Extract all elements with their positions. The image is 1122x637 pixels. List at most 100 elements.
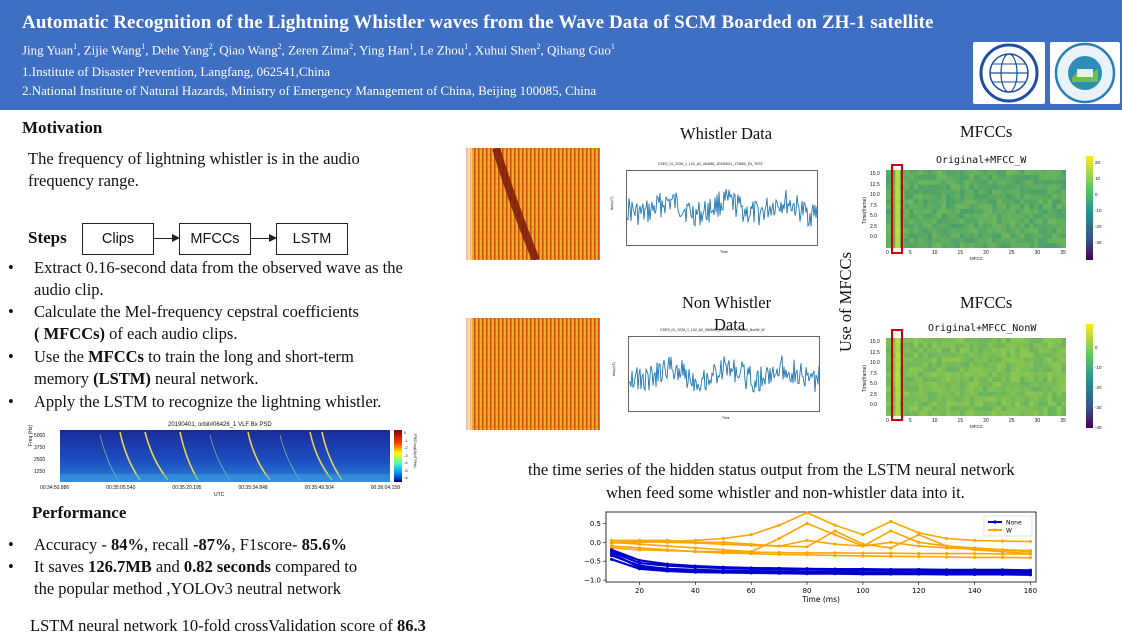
non-whistler-spectrogram (466, 318, 600, 430)
heatmap-cell (978, 367, 984, 373)
heatmap-cell (890, 367, 896, 373)
heatmap-cell (918, 362, 924, 368)
heatmap-cell (1056, 352, 1062, 358)
heatmap-cell (913, 362, 919, 368)
heatmap-cell (950, 184, 956, 190)
heatmap-cell (922, 218, 928, 224)
heatmap-cell (918, 238, 924, 244)
heatmap-cell (1024, 406, 1030, 412)
heatmap-cell (1056, 199, 1062, 205)
heatmap-cell (1029, 338, 1034, 344)
heatmap-cell (950, 386, 956, 392)
heatmap-cell (1010, 170, 1016, 176)
heatmap-cell (927, 377, 933, 383)
heatmap-cell (1038, 347, 1044, 353)
heatmap-cell (913, 204, 919, 210)
heatmap-cell (978, 218, 984, 224)
heatmap-cell (987, 209, 993, 215)
heatmap-cell (982, 338, 988, 344)
data-point-w (1000, 552, 1005, 556)
heatmap-cell (913, 174, 919, 181)
heatmap-cell (973, 213, 979, 220)
heatmap-cell (909, 352, 914, 358)
heatmap-cell (964, 357, 970, 363)
heatmap-cell (1015, 170, 1021, 176)
heatmap-cell (941, 362, 947, 368)
heatmap-cell (1056, 223, 1062, 229)
heatmap-cell (1042, 377, 1048, 383)
data-point-none (609, 548, 614, 552)
data-point-none (749, 566, 753, 570)
heatmap-cell (959, 199, 965, 205)
heatmap-cell (955, 194, 961, 200)
heatmap-cell (1047, 401, 1053, 407)
step-3-e: neural network. (150, 369, 259, 388)
heatmap-cell (1010, 238, 1016, 244)
heatmap1-title: Original+MFCC_W (936, 155, 1027, 166)
heatmap-cell (904, 362, 910, 368)
heatmap-cell (1015, 228, 1021, 234)
psd-cbar-tick: 0 (404, 430, 407, 435)
heatmap-cell (973, 233, 979, 239)
data-point-none (665, 568, 670, 572)
heatmap-cell (895, 184, 901, 190)
data-point-none (861, 567, 865, 571)
heatmap-cell (1019, 228, 1025, 234)
data-point-w (805, 538, 809, 542)
heatmap-cell (895, 243, 901, 248)
psd-ytick: 1250 (34, 469, 46, 475)
heatmap-cell (913, 347, 919, 353)
heatmap-cell (895, 377, 901, 383)
heatmap-cell (941, 377, 947, 383)
step-2-line-2: ( MFCCs) of each audio clips. (34, 323, 237, 345)
heatmap-cell (959, 209, 965, 215)
heatmap-cell (996, 213, 1002, 220)
heatmap-cell (1061, 342, 1066, 349)
heatmap-cell (1038, 213, 1044, 220)
heatmap-cell (932, 204, 938, 210)
heatmap-cell (950, 347, 956, 353)
heatmap-cell (1019, 243, 1025, 248)
heatmap-cell (982, 411, 988, 416)
heatmap-cell (969, 386, 974, 392)
heatmap-cell (1042, 391, 1048, 397)
heatmap-cell (955, 189, 961, 195)
heatmap-cell (1006, 194, 1011, 200)
heatmap-cell (1019, 184, 1025, 190)
mfcc-heatmap-non-whistler: Original+MFCC_NonW Time(frame) 15.0 12.5… (858, 320, 1108, 432)
heatmap-cell (1033, 347, 1039, 353)
heatmap-cell (895, 411, 901, 416)
heatmap-cell (890, 170, 896, 176)
heatmap-cell (890, 372, 896, 378)
heatmap-cell (1024, 199, 1030, 205)
heatmap-cell (1024, 347, 1030, 353)
psd-xtick: 00:35:05.540 (106, 485, 136, 491)
heatmap-cell (973, 401, 979, 407)
heatmap-cell (1029, 377, 1034, 383)
data-point-w (972, 552, 977, 556)
data-point-w (637, 548, 642, 552)
affiliation-2: 2.National Institute of Natural Hazards,… (22, 83, 597, 98)
heatmap-cell (1033, 377, 1039, 383)
heatmap-cell (1047, 243, 1053, 248)
heatmap-cell (895, 199, 901, 205)
heatmap-cell (950, 411, 956, 416)
heatmap-cell (886, 238, 891, 244)
heatmap-cell (1047, 367, 1053, 373)
heatmap-cell (1061, 372, 1066, 378)
heatmap-cell (922, 238, 928, 244)
series-line-none (611, 552, 1031, 576)
heatmap-cell (1056, 342, 1062, 349)
data-point-w (833, 553, 837, 558)
heatmap-cell (941, 357, 947, 363)
heatmap-cell (955, 347, 961, 353)
heatmap-cell (1038, 411, 1044, 416)
heatmap-cell (941, 401, 947, 407)
heatmap-cell (918, 386, 924, 392)
heatmap-cell (955, 386, 961, 392)
heatmap-cell (1047, 342, 1053, 349)
heatmap-xtick: 15 (957, 418, 964, 424)
heatmap-cell (959, 189, 965, 195)
heatmap-cell (1042, 347, 1048, 353)
heatmap-cell (909, 362, 914, 368)
